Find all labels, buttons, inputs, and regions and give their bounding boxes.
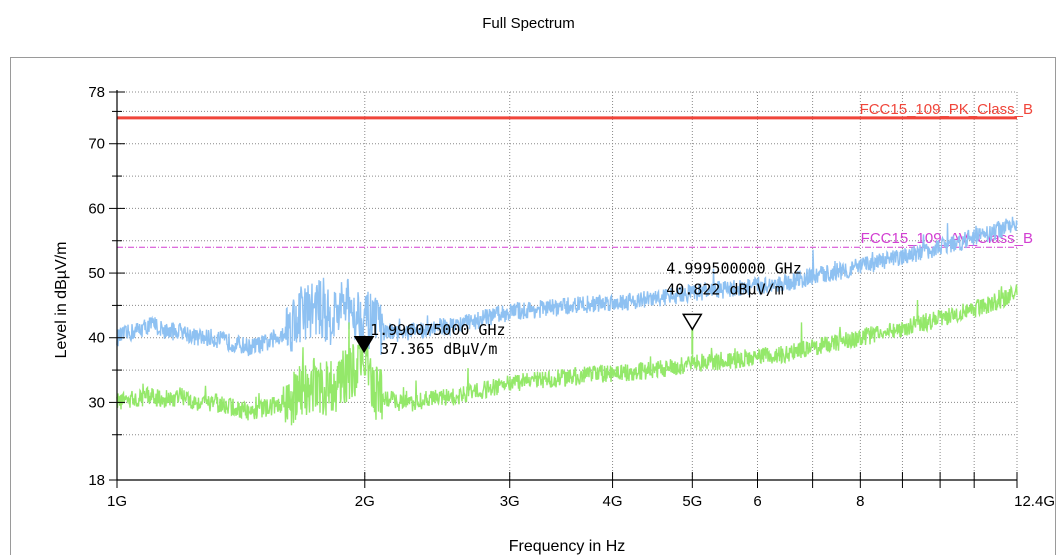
chart-title: Full Spectrum (482, 15, 575, 32)
marker-2-frequency: 4.999500000 GHz (666, 259, 801, 277)
x-tick-label: 8 (856, 493, 864, 510)
x-tick-label: 5G (682, 493, 702, 510)
x-tick-label: 3G (500, 493, 520, 510)
marker-2-open-triangle (681, 313, 703, 331)
marker-1-frequency: 1.996075000 GHz (370, 321, 505, 339)
x-tick-label: 4G (603, 493, 623, 510)
y-tick-label: 70 (88, 136, 105, 153)
x-tick-label: 1G (107, 493, 127, 510)
marker-1-filled-triangle (353, 336, 375, 354)
marker-2-level: 40.822 dBµV/m (666, 280, 783, 298)
x-tick-label: 12.4G (1014, 493, 1055, 510)
y-tick-label: 60 (88, 200, 105, 217)
y-tick-label: 50 (88, 265, 105, 282)
x-tick-label: 6 (753, 493, 761, 510)
pk-limit-label: FCC15_109_PK_Class_B (860, 101, 1033, 118)
y-axis-title: Level in dBµV/m (53, 242, 70, 359)
marker-1-level: 37.365 dBµV/m (380, 340, 497, 358)
x-axis-title: Frequency in Hz (509, 538, 626, 555)
y-tick-label: 78 (88, 84, 105, 101)
x-tick-label: 2G (355, 493, 375, 510)
y-tick-label: 18 (88, 472, 105, 489)
peak-trace (116, 216, 1018, 357)
y-tick-label: 30 (88, 394, 105, 411)
y-tick-label: 40 (88, 330, 105, 347)
average-trace (116, 284, 1018, 426)
